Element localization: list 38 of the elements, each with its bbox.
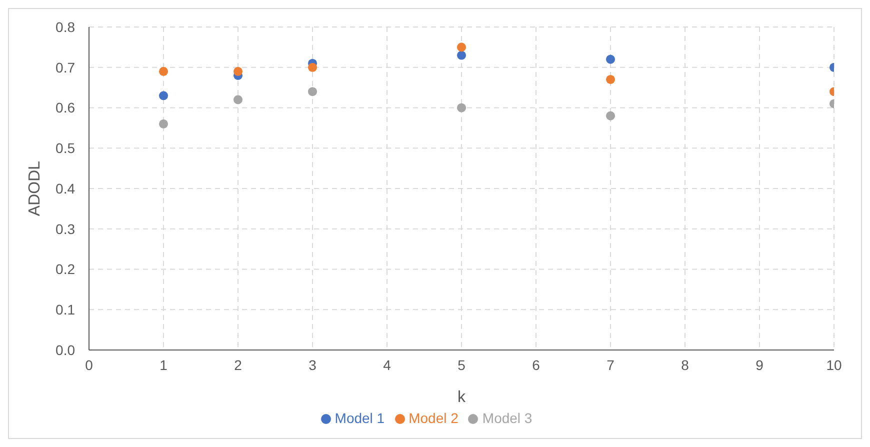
x-tick-label: 5: [458, 357, 466, 373]
point: [233, 66, 243, 76]
point: [158, 91, 168, 100]
point: [456, 103, 466, 112]
y-tick-label: 0.2: [56, 261, 76, 278]
x-tick-label: 4: [383, 357, 392, 373]
point: [606, 74, 616, 84]
y-tick-label: 0.8: [56, 18, 76, 35]
y-tick-label: 0.5: [56, 140, 76, 156]
y-tick-label: 0.7: [56, 59, 76, 76]
point: [456, 50, 466, 60]
point: [158, 66, 168, 76]
y-axis-title: ADODL: [26, 160, 44, 216]
x-tick-label: 6: [532, 357, 540, 373]
point: [233, 95, 243, 104]
legend-label: Model 2: [408, 410, 458, 426]
x-tick-label: 1: [160, 357, 168, 373]
point: [308, 87, 318, 96]
x-tick-label: 2: [234, 357, 242, 373]
y-tick-label: 0.0: [56, 342, 76, 358]
x-tick-label: 0: [85, 357, 94, 373]
y-tick-label: 0.6: [56, 100, 76, 116]
y-tick-label: 0.4: [56, 180, 76, 196]
x-axis-title: k: [458, 389, 466, 406]
point: [158, 119, 168, 128]
point: [456, 42, 466, 52]
x-tick-label: 3: [308, 357, 317, 373]
y-tick-label: 0.3: [56, 220, 76, 237]
x-tick-label: 9: [756, 357, 764, 373]
y-tick-label: 0.1: [56, 302, 76, 318]
x-tick-label: 7: [606, 357, 615, 373]
legend-label: Model 1: [334, 410, 385, 426]
point: [606, 111, 616, 120]
point: [606, 54, 616, 64]
legend-label: Model 3: [482, 410, 532, 426]
x-tick-label: 10: [826, 357, 842, 373]
x-tick-label: 8: [681, 357, 690, 373]
point: [308, 62, 318, 72]
